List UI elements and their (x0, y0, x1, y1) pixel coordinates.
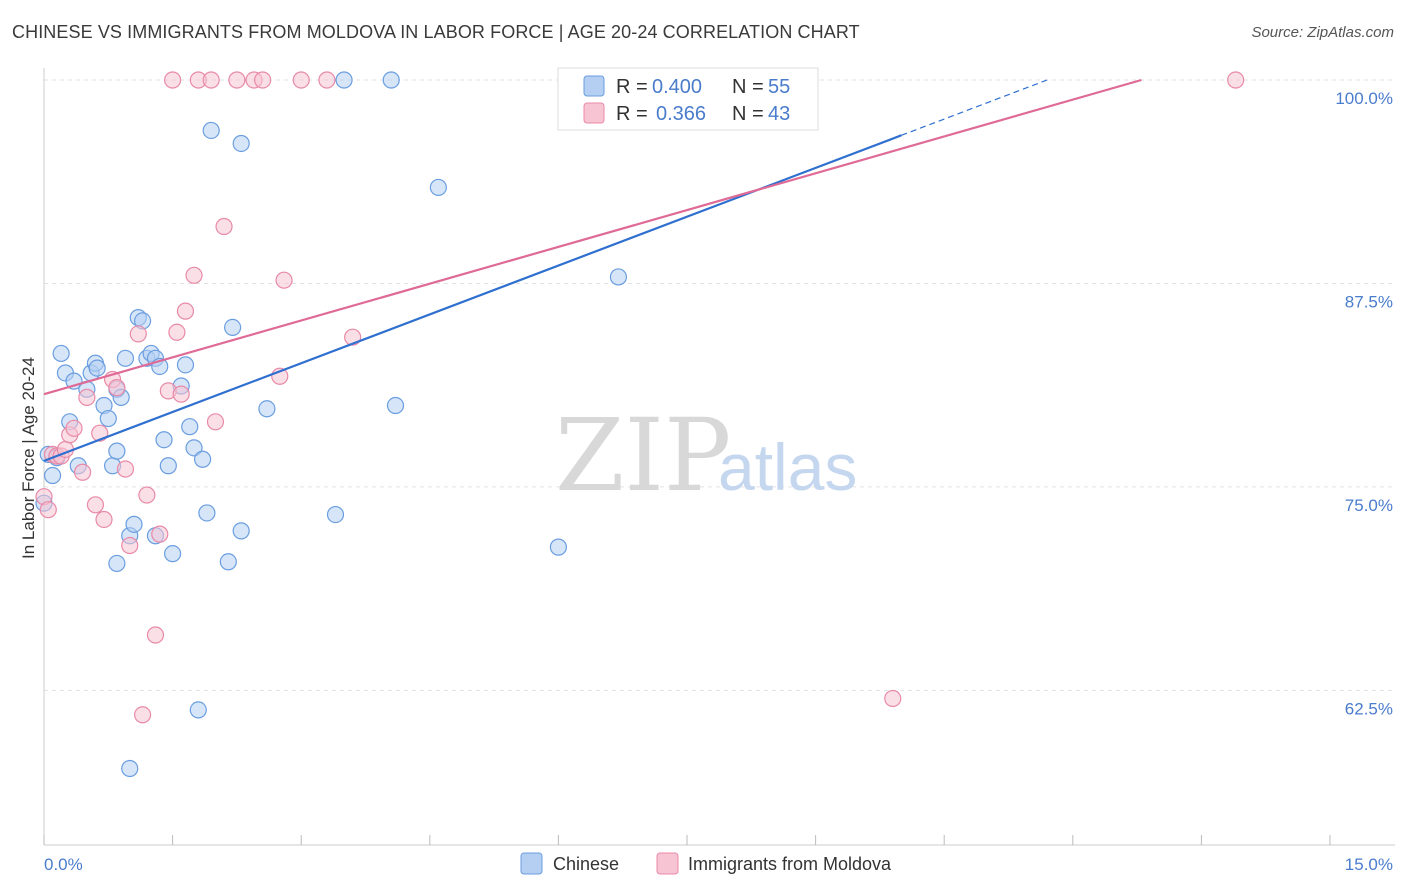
moldova-point-30 (206, 413, 225, 431)
chinese-point-38 (189, 701, 207, 719)
chinese-point-4 (52, 344, 70, 363)
moldova-point-12 (95, 510, 113, 529)
chinese-point-40 (198, 504, 216, 522)
chinese-point-42 (219, 553, 237, 571)
moldova-point-10 (86, 496, 105, 514)
moldova-point-15 (116, 460, 135, 478)
x-tick-label-0: 0.0% (44, 855, 83, 874)
x-tick-label-1: 15.0% (1345, 855, 1393, 874)
bottom-legend-label-moldova: Immigrants from Moldova (688, 854, 892, 874)
chinese-point-48 (335, 71, 353, 89)
moldova-point-27 (185, 266, 203, 284)
moldova-point-24 (168, 323, 186, 341)
watermark-atlas: atlas (718, 430, 857, 504)
chinese-point-49 (382, 71, 400, 89)
gridlines (44, 79, 1395, 691)
chinese-point-17 (108, 554, 126, 573)
chinese-point-2 (43, 466, 62, 485)
y-tick-label-2: 87.5% (1345, 292, 1393, 311)
legend-r-label-chinese: R = (616, 76, 648, 98)
chinese-point-31 (155, 431, 173, 449)
chinese-point-23 (125, 515, 143, 533)
moldova-point-14 (108, 379, 126, 397)
moldova-trend-line (43, 78, 1142, 396)
moldova-point-19 (138, 486, 156, 504)
moldova-point-29 (202, 71, 220, 89)
legend-r-value-moldova: 0.366 (656, 103, 706, 125)
series-legend: Chinese Immigrants from Moldova (520, 852, 892, 875)
moldova-point-42 (1227, 71, 1245, 89)
chinese-point-32 (159, 457, 177, 475)
chinese-point-12 (88, 359, 106, 377)
moldova-point-36 (275, 271, 293, 289)
chinese-point-43 (224, 318, 242, 337)
chinese-point-50 (386, 396, 405, 415)
moldova-point-25 (172, 385, 190, 403)
chinese-point-33 (164, 545, 182, 563)
moldova-point-31 (215, 217, 233, 236)
legend-n-value-moldova: 43 (768, 103, 790, 125)
legend-swatch-moldova (583, 102, 605, 124)
moldova-point-20 (146, 626, 165, 644)
chinese-point-47 (326, 505, 345, 524)
stats-legend: R = 0.400 N = 55 R = 0.366 N = 43 (557, 67, 819, 131)
moldova-point-34 (254, 71, 272, 89)
chinese-point-39 (194, 450, 212, 468)
chinese-point-44 (232, 134, 250, 153)
chart-title: CHINESE VS IMMIGRANTS FROM MOLDOVA IN LA… (12, 22, 860, 42)
chinese-point-53 (609, 268, 628, 286)
chinese-point-14 (99, 409, 117, 428)
bottom-legend-swatch-chinese (520, 852, 543, 875)
watermark: ZIP atlas (555, 397, 857, 514)
moldova-point-21 (151, 525, 169, 543)
chinese-point-52 (549, 538, 568, 556)
legend-swatch-chinese (583, 75, 605, 97)
y-tick-label-3: 100.0% (1335, 89, 1393, 108)
bottom-legend-label-chinese: Chinese (553, 854, 619, 874)
y-axis-label: In Labor Force | Age 20-24 (19, 357, 38, 559)
source-label: Source: ZipAtlas.com (1251, 24, 1394, 41)
chinese-point-22 (121, 759, 139, 778)
moldova-point-32 (228, 71, 246, 89)
chinese-point-41 (202, 121, 220, 140)
y-tick-labels: 62.5% 75.0% 87.5% 100.0% (1335, 89, 1393, 718)
moldova-point-16 (121, 536, 139, 555)
chinese-point-51 (429, 178, 447, 197)
moldova-point-8 (73, 463, 92, 481)
moldova-point-1 (39, 501, 57, 519)
chinese-point-45 (232, 522, 250, 540)
data-points (35, 71, 1245, 778)
watermark-zip: ZIP (555, 397, 731, 514)
legend-n-label-chinese: N = (732, 76, 764, 98)
legend-n-label-moldova: N = (732, 103, 764, 125)
chinese-point-16 (108, 442, 126, 460)
x-tick-labels: 0.0% 15.0% (44, 855, 1393, 874)
moldova-point-37 (292, 71, 310, 89)
legend-r-value-chinese: 0.400 (652, 76, 702, 98)
moldova-point-38 (318, 71, 336, 89)
chinese-point-35 (176, 356, 195, 374)
chinese-point-20 (116, 349, 135, 367)
trend-lines (43, 78, 1142, 462)
chinese-point-37 (185, 439, 203, 457)
moldova-point-23 (164, 71, 182, 89)
y-tick-label-1: 75.0% (1345, 496, 1393, 515)
legend-n-value-chinese: 55 (768, 76, 790, 98)
chinese-trend-line (43, 134, 902, 462)
moldova-point-17 (129, 325, 147, 343)
legend-r-label-moldova: R = (616, 103, 648, 125)
chinese-point-46 (258, 400, 276, 418)
moldova-point-41 (884, 689, 902, 708)
chinese-trend-extension (901, 79, 1048, 136)
moldova-point-9 (78, 388, 96, 406)
moldova-point-7 (65, 419, 83, 437)
bottom-legend-swatch-moldova (656, 852, 679, 875)
moldova-point-18 (133, 706, 152, 724)
moldova-point-26 (176, 302, 195, 320)
chinese-point-36 (181, 418, 199, 436)
y-tick-label-0: 62.5% (1345, 699, 1393, 718)
